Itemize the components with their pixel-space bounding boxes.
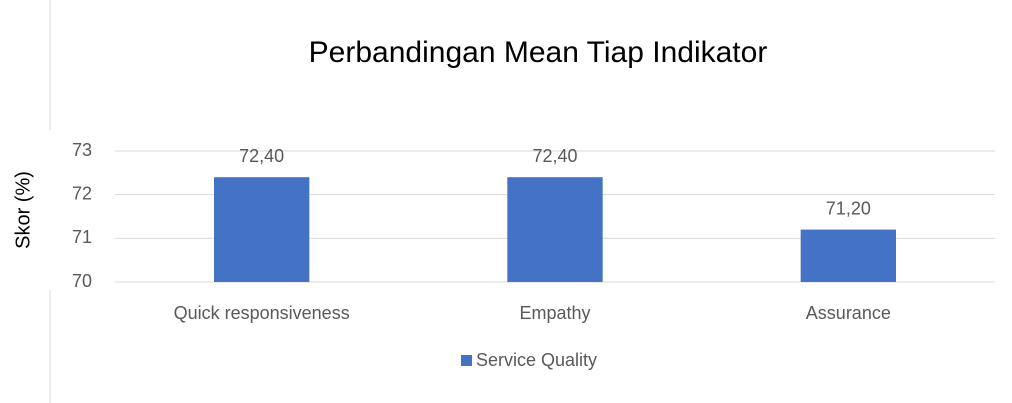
y-tick-label: 71 [72,227,92,247]
legend-label: Service Quality [476,350,597,370]
y-tick-label: 72 [72,183,92,203]
data-label: 72,40 [532,146,577,166]
x-tick-label: Assurance [806,303,891,323]
x-tick-label: Quick responsiveness [174,303,350,323]
bar [507,177,603,282]
chart-title: Perbandingan Mean Tiap Indikator [309,36,768,69]
legend-swatch [461,355,472,366]
y-tick-label: 73 [72,140,92,160]
y-tick-label: 70 [72,271,92,291]
y-axis-label: Skor (%) [12,171,34,249]
data-label: 71,20 [826,198,871,218]
x-tick-label: Empathy [519,303,590,323]
data-label: 72,40 [239,146,284,166]
bar [214,177,310,282]
bar [800,229,896,282]
